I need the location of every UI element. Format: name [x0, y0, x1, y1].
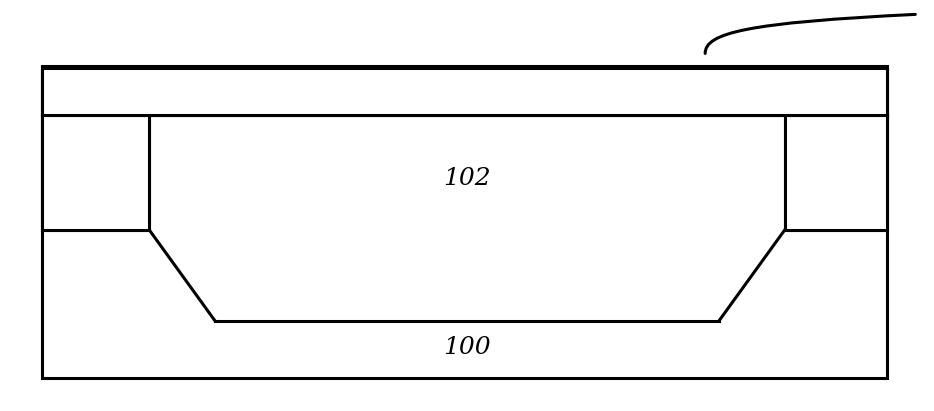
Bar — [42, 115, 149, 230]
Text: 101: 101 — [810, 163, 856, 186]
Bar — [785, 115, 887, 230]
Bar — [785, 115, 887, 230]
Text: 101: 101 — [70, 163, 117, 186]
Bar — [42, 115, 149, 230]
Text: 102: 102 — [444, 167, 490, 190]
Bar — [42, 68, 887, 115]
Text: 100: 100 — [444, 336, 490, 359]
FancyArrowPatch shape — [705, 14, 915, 53]
Bar — [42, 68, 887, 115]
Polygon shape — [149, 230, 785, 321]
Bar — [42, 66, 887, 378]
